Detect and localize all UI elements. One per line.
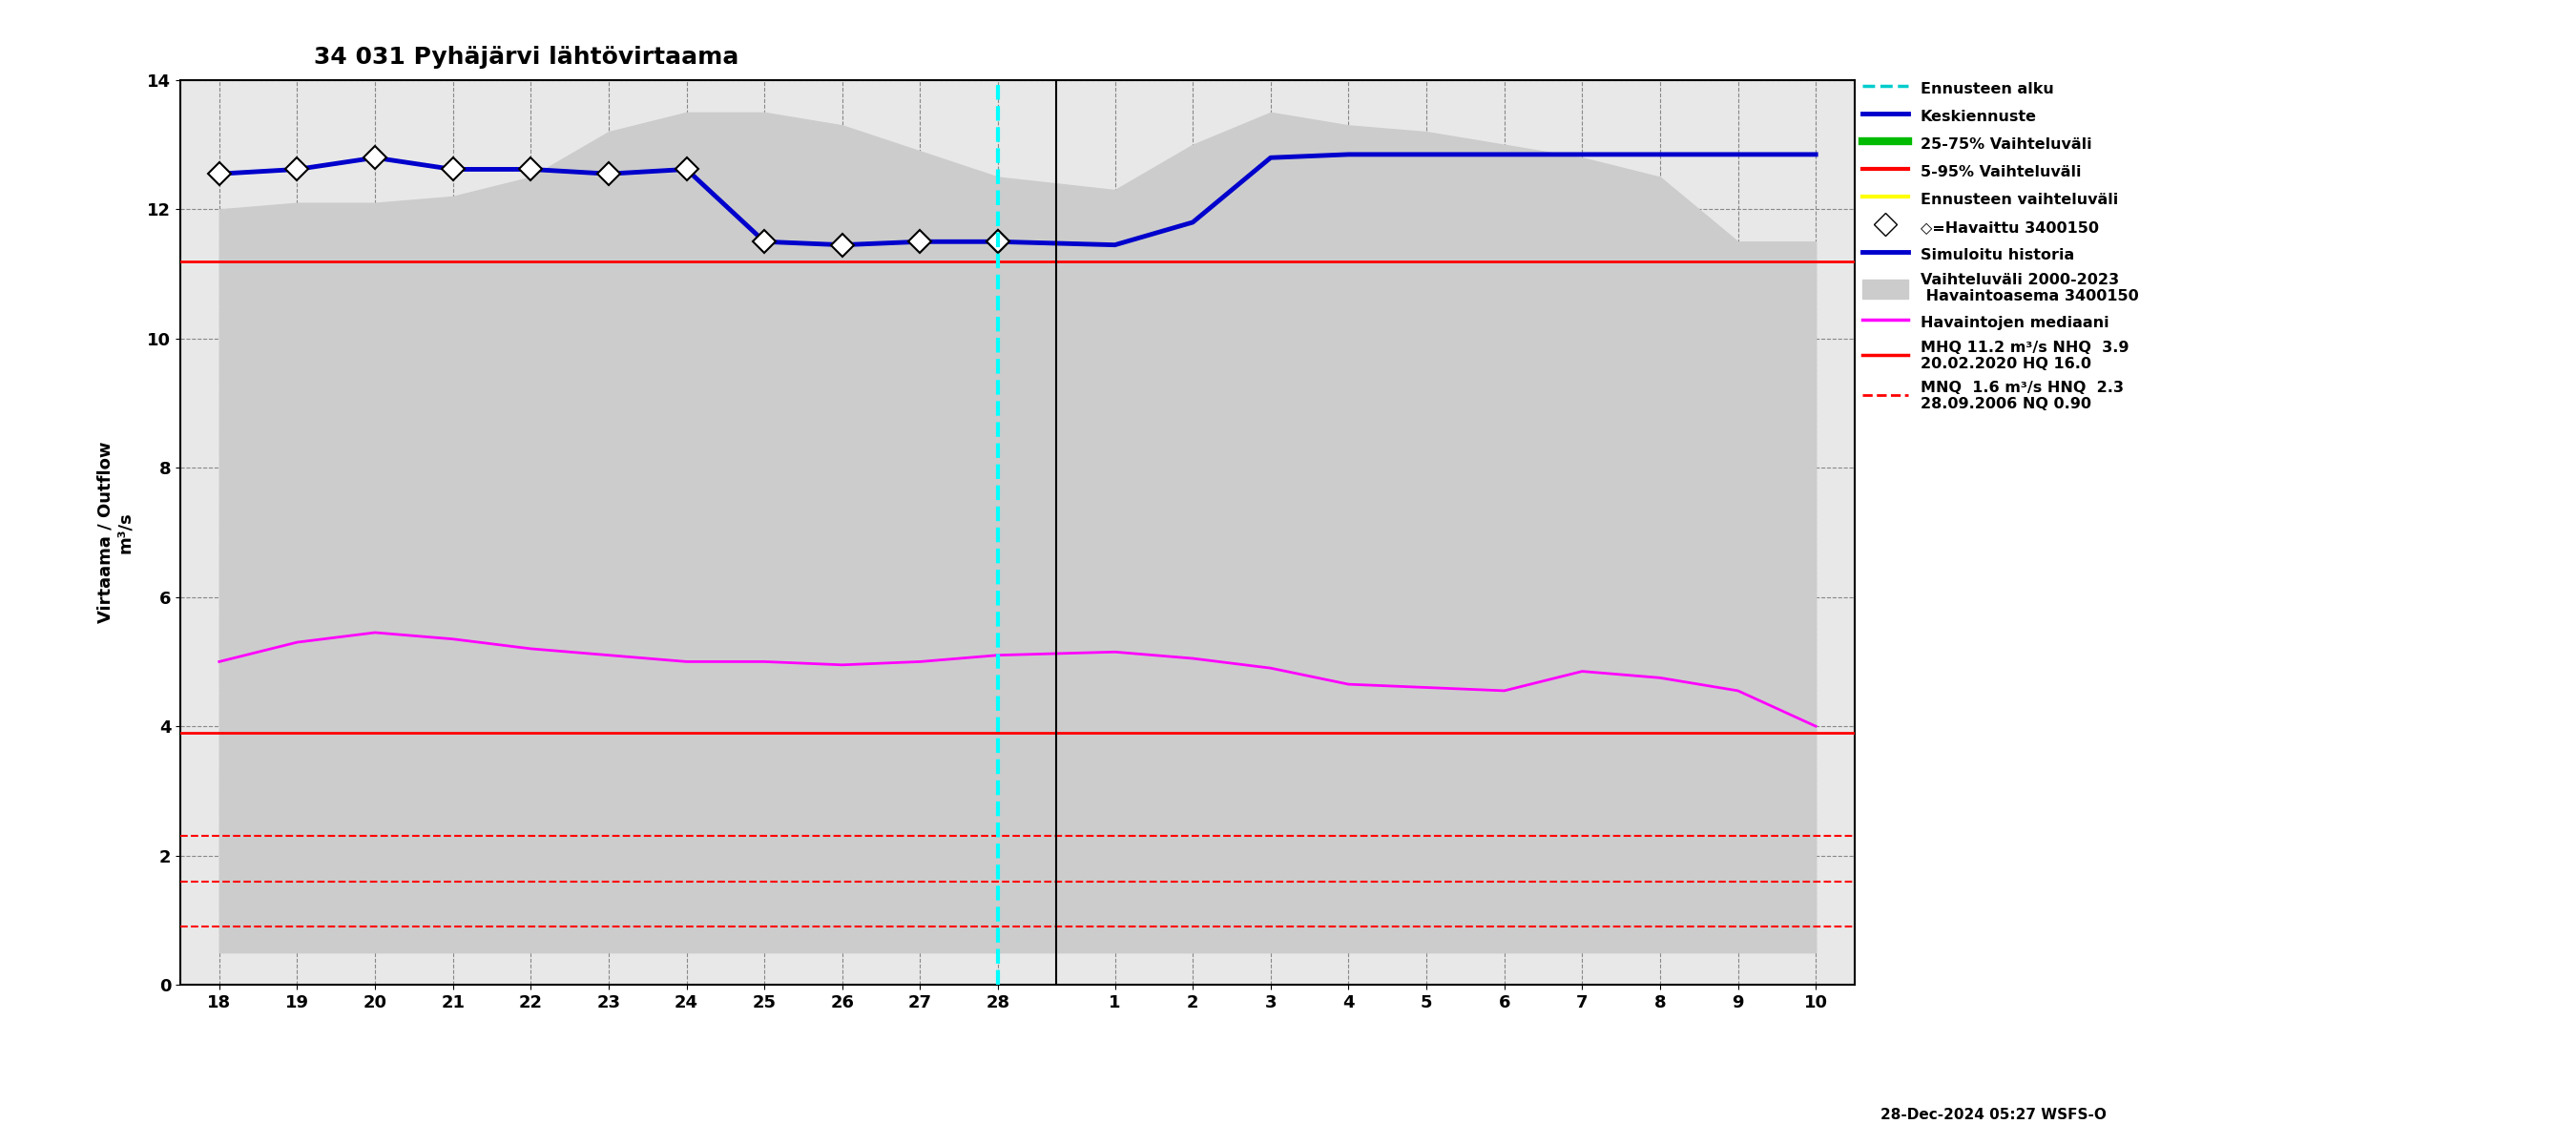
Y-axis label: Virtaama / Outflow
m³/s: Virtaama / Outflow m³/s xyxy=(98,442,134,623)
Text: 28-Dec-2024 05:27 WSFS-O: 28-Dec-2024 05:27 WSFS-O xyxy=(1880,1108,2107,1122)
Text: 34 031 Pyhäjärvi lähtövirtaama: 34 031 Pyhäjärvi lähtövirtaama xyxy=(314,46,739,69)
Legend: Ennusteen alku, Keskiennuste, 25-75% Vaihteluväli, 5-95% Vaihteluväli, Ennusteen: Ennusteen alku, Keskiennuste, 25-75% Vai… xyxy=(1862,79,2138,412)
